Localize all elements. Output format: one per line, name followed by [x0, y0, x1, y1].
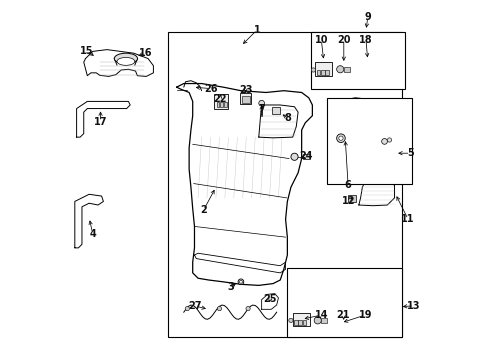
Text: 24: 24 [299, 151, 312, 161]
Text: 8: 8 [284, 113, 291, 123]
Bar [325, 69, 328, 75]
Circle shape [217, 306, 221, 311]
Circle shape [185, 306, 189, 311]
Text: 11: 11 [401, 214, 414, 224]
Text: 13: 13 [407, 301, 420, 311]
Text: 7: 7 [258, 104, 264, 113]
Text: 20: 20 [336, 35, 350, 45]
Text: 9: 9 [364, 13, 370, 22]
Circle shape [311, 68, 315, 72]
Bar [303, 154, 309, 159]
Ellipse shape [117, 58, 135, 65]
Text: 6: 6 [344, 180, 351, 190]
Bar [298, 320, 302, 325]
Bar [310, 32, 405, 89]
Text: 10: 10 [314, 35, 327, 45]
Bar [214, 94, 227, 109]
Text: 15: 15 [80, 46, 93, 56]
Text: 25: 25 [263, 294, 276, 303]
Bar [220, 102, 223, 108]
Bar [347, 195, 355, 202]
Ellipse shape [114, 53, 137, 64]
Bar [294, 320, 297, 325]
Circle shape [239, 280, 242, 283]
Circle shape [313, 317, 321, 324]
Bar [343, 67, 349, 72]
Text: 18: 18 [358, 35, 372, 45]
Text: 14: 14 [314, 310, 327, 320]
Bar [315, 62, 332, 76]
Text: 22: 22 [213, 94, 226, 104]
Text: 26: 26 [203, 84, 217, 94]
Text: 12: 12 [342, 196, 355, 206]
Text: 23: 23 [238, 85, 252, 95]
Bar [326, 98, 411, 184]
Text: 16: 16 [139, 48, 152, 58]
Circle shape [288, 318, 292, 323]
Circle shape [290, 153, 298, 160]
Bar [287, 267, 401, 337]
Text: 19: 19 [358, 310, 371, 320]
Text: 2: 2 [200, 205, 206, 215]
Text: 21: 21 [336, 310, 349, 320]
Circle shape [386, 138, 391, 142]
Text: 17: 17 [94, 117, 107, 127]
Bar [216, 102, 219, 108]
Text: 5: 5 [407, 148, 413, 158]
Bar [292, 313, 309, 327]
Circle shape [338, 136, 343, 140]
Bar [241, 96, 249, 103]
Bar [320, 69, 324, 75]
Text: 4: 4 [89, 229, 96, 239]
Bar [224, 102, 226, 108]
Circle shape [381, 139, 386, 144]
Bar [167, 32, 401, 337]
Bar [302, 320, 305, 325]
Circle shape [245, 306, 250, 311]
Text: 1: 1 [253, 25, 260, 35]
Circle shape [258, 100, 264, 106]
Bar [240, 93, 250, 104]
Bar [321, 318, 326, 323]
Text: 3: 3 [227, 282, 234, 292]
Text: 27: 27 [188, 301, 202, 311]
Bar [272, 108, 280, 114]
Circle shape [238, 279, 244, 285]
Bar [316, 69, 320, 75]
Circle shape [336, 134, 345, 143]
Circle shape [336, 66, 343, 73]
